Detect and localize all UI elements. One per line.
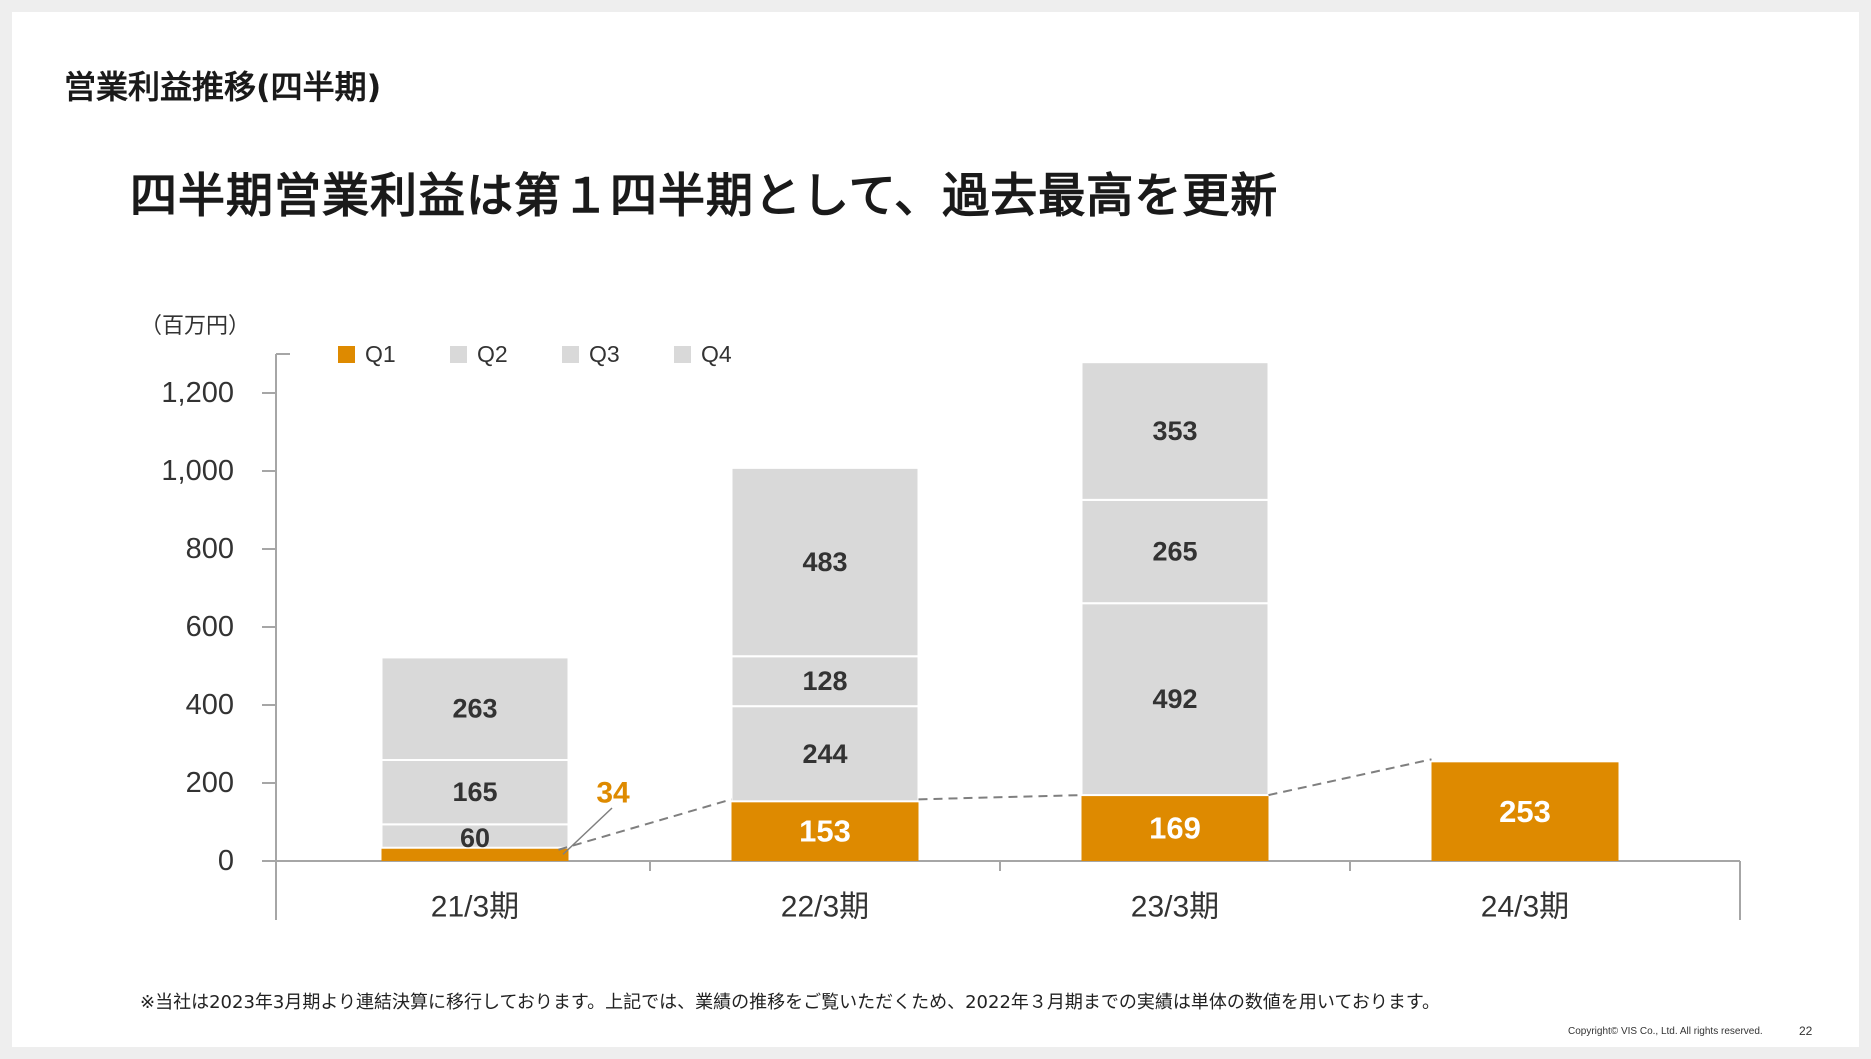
x-tick-label: 22/3期 bbox=[781, 891, 869, 924]
bar-q2 bbox=[1080, 602, 1270, 797]
data-label-q2: 244 bbox=[802, 739, 847, 769]
data-label-q2: 492 bbox=[1152, 684, 1197, 714]
y-tick-label: 0 bbox=[218, 845, 234, 877]
y-tick-label: 1,200 bbox=[161, 377, 234, 409]
legend-item-q3: Q3 bbox=[562, 341, 674, 368]
x-tick-label: 24/3期 bbox=[1481, 891, 1569, 924]
bar-q3 bbox=[380, 758, 570, 826]
legend-item-q4: Q4 bbox=[674, 341, 786, 368]
data-label-q4: 263 bbox=[452, 694, 497, 724]
y-tick-label: 800 bbox=[186, 533, 234, 565]
legend-item-q2: Q2 bbox=[450, 341, 562, 368]
bar-q1 bbox=[1081, 795, 1269, 861]
q1-trend-connector bbox=[1268, 758, 1432, 797]
data-label-q3: 265 bbox=[1152, 537, 1197, 567]
headline: 四半期営業利益は第１四半期として、過去最高を更新 bbox=[130, 169, 1279, 224]
data-label-q1: 169 bbox=[1149, 811, 1201, 846]
bar-q4 bbox=[1080, 361, 1270, 501]
data-label-q3: 128 bbox=[802, 666, 847, 696]
data-label-q2: 60 bbox=[460, 823, 490, 853]
q1-trend-connector bbox=[558, 798, 732, 851]
legend-label-q2: Q2 bbox=[477, 341, 508, 367]
data-label-q4: 353 bbox=[1152, 416, 1197, 446]
q1-label-leader bbox=[562, 807, 613, 855]
y-tick-label: 600 bbox=[186, 611, 234, 643]
y-tick-label: 400 bbox=[186, 689, 234, 721]
copyright: Copyright© VIS Co., Ltd. All rights rese… bbox=[1568, 1026, 1763, 1037]
data-label-q3: 165 bbox=[452, 777, 497, 807]
bar-q4 bbox=[380, 656, 570, 761]
legend-swatch-q2 bbox=[450, 346, 467, 363]
y-tick-label: 200 bbox=[186, 767, 234, 799]
page-number: 22 bbox=[1799, 1024, 1813, 1038]
unit-label: （百万円） bbox=[140, 314, 251, 339]
data-label-q1: 253 bbox=[1499, 794, 1551, 829]
legend-label-q3: Q3 bbox=[589, 341, 620, 367]
footnote: ※当社は2023年3月期より連結決算に移行しております。上記では、業績の推移をご… bbox=[140, 992, 1441, 1013]
bar-q1 bbox=[731, 801, 919, 861]
q1-trend-connector bbox=[918, 794, 1082, 801]
chart-legend: Q1 Q2 Q3 Q4 bbox=[338, 341, 786, 368]
bar-q2 bbox=[730, 705, 920, 803]
bar-q1 bbox=[1431, 762, 1619, 861]
data-label-q1: 153 bbox=[799, 814, 851, 849]
x-tick-label: 21/3期 bbox=[431, 891, 519, 924]
y-tick-label: 1,000 bbox=[161, 455, 234, 487]
legend-label-q4: Q4 bbox=[701, 341, 732, 367]
bar-q3 bbox=[730, 655, 920, 708]
bar-q3 bbox=[1080, 498, 1270, 605]
bar-q1 bbox=[381, 847, 569, 861]
slide: 営業利益推移(四半期) 四半期営業利益は第１四半期として、過去最高を更新 （百万… bbox=[12, 12, 1859, 1047]
legend-swatch-q4 bbox=[674, 346, 691, 363]
bar-q4 bbox=[730, 466, 920, 658]
legend-swatch-q1 bbox=[338, 346, 355, 363]
legend-swatch-q3 bbox=[562, 346, 579, 363]
data-label-q4: 483 bbox=[802, 547, 847, 577]
section-title: 営業利益推移(四半期) bbox=[64, 68, 382, 106]
data-label-q1: 34 bbox=[596, 777, 630, 810]
x-tick-label: 23/3期 bbox=[1131, 891, 1219, 924]
legend-item-q1: Q1 bbox=[338, 341, 450, 368]
legend-label-q1: Q1 bbox=[365, 341, 396, 367]
